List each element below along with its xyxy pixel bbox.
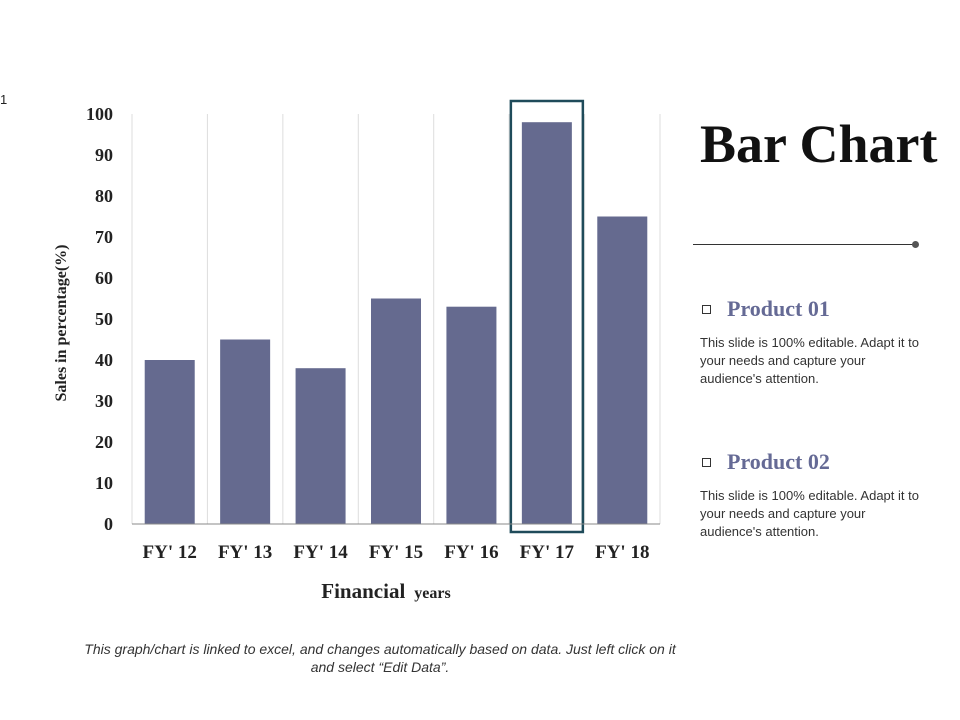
y-tick-label: 40 (95, 350, 113, 370)
x-tick-label: FY' 14 (293, 542, 348, 563)
product-01-block: Product 01 This slide is 100% editable. … (700, 296, 925, 388)
y-tick-label: 30 (95, 391, 113, 411)
square-bullet-icon (702, 304, 711, 314)
x-axis-title-sub: years (414, 585, 450, 602)
x-tick-label: FY' 17 (520, 542, 575, 563)
bar (371, 298, 421, 524)
bar (597, 216, 648, 524)
square-bullet-icon (702, 457, 711, 467)
page-title: Bar Chart (700, 114, 938, 174)
x-axis-title: Financial years (321, 579, 450, 603)
y-tick-label: 60 (95, 268, 113, 288)
product-description: This slide is 100% editable. Adapt it to… (700, 488, 919, 539)
product-02-block: Product 02 This slide is 100% editable. … (700, 449, 925, 541)
x-tick-label: FY' 13 (218, 542, 272, 563)
chart-highlight (509, 99, 585, 534)
bar (521, 122, 572, 524)
chart-bars (144, 122, 648, 524)
x-tick-label: FY' 16 (444, 542, 498, 563)
x-axis-ticks: FY' 12 FY' 13 FY' 14 FY' 15 FY' 16 FY' 17 FY' … (143, 542, 650, 563)
chart-gridlines (131, 114, 661, 524)
product-description: This slide is 100% editable. Adapt it to… (700, 335, 919, 386)
bar (295, 368, 346, 524)
bar (144, 360, 195, 524)
chart-footnote: This graph/chart is linked to excel, and… (84, 641, 676, 675)
x-tick-label: FY' 15 (369, 542, 423, 563)
y-tick-label: 90 (95, 145, 113, 165)
bar (220, 339, 271, 524)
y-tick-label: 70 (95, 227, 113, 247)
x-tick-label: FY' 12 (143, 542, 197, 563)
y-axis-ticks: 0 10 20 30 40 50 60 70 80 90 100 (86, 104, 113, 534)
y-tick-label: 50 (95, 309, 113, 329)
product-name: Product 01 (727, 296, 830, 321)
y-tick-label: 10 (95, 473, 113, 493)
y-tick-label: 20 (95, 432, 113, 452)
y-axis-title: Sales in percentage(%) (53, 244, 70, 401)
bar (446, 306, 497, 524)
y-tick-label: 100 (86, 104, 113, 124)
y-tick-label: 80 (95, 186, 113, 206)
slide-number: 1 (0, 92, 8, 107)
title-divider (693, 244, 915, 245)
highlight-box (509, 99, 585, 534)
x-tick-label: FY' 18 (595, 542, 649, 563)
product-name: Product 02 (727, 449, 830, 474)
y-tick-label: 0 (104, 514, 113, 534)
title-divider-dot (912, 241, 919, 248)
x-axis-title-main: Financial (321, 579, 405, 603)
